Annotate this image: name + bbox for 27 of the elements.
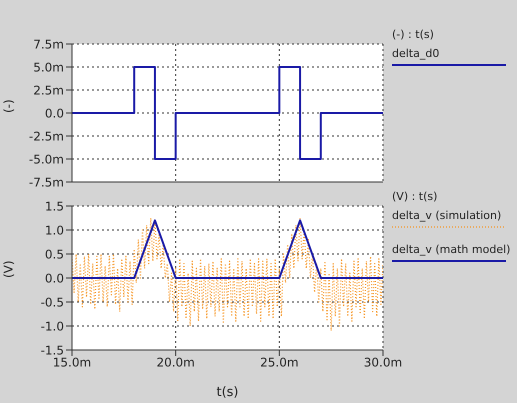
x-tick-label: 30.0m: [364, 356, 402, 370]
text: delta_v (math model): [392, 243, 512, 256]
y-tick-label: -2.5m: [28, 129, 64, 144]
y-tick-label: 5.0m: [33, 60, 64, 74]
y-tick-label: 2.5m: [33, 83, 64, 98]
x-axis-title: t(s): [216, 385, 239, 400]
y-tick-label: 7.5m: [33, 37, 64, 52]
y-tick-label: 0.0: [44, 271, 64, 286]
legend-title: (V) : t(s): [392, 190, 438, 203]
line-series: [72, 217, 383, 332]
y-axis-title: (V): [1, 260, 16, 278]
text: delta_v (simulation): [392, 209, 502, 222]
y-tick-label: -1.5: [40, 343, 64, 358]
x-tick-label: 15.0m: [52, 356, 92, 370]
y-tick-label: 1.5: [44, 199, 64, 214]
text: delta_d0: [392, 47, 440, 60]
y-tick-label: -7.5m: [28, 175, 64, 190]
y-tick-label: 0.5: [44, 247, 64, 262]
legend-title: (-) : t(s): [392, 28, 435, 41]
y-tick-label: 1.0: [44, 223, 64, 238]
x-tick-label: 20.0m: [156, 356, 195, 370]
y-tick-label: -0.5: [40, 295, 64, 310]
y-tick-label: -5.0m: [28, 152, 64, 166]
y-tick-label: 0.0: [44, 106, 64, 120]
y-axis-title: (-): [1, 99, 16, 113]
y-tick-label: -1.0: [40, 319, 64, 334]
x-tick-label: 25.0m: [260, 356, 299, 370]
